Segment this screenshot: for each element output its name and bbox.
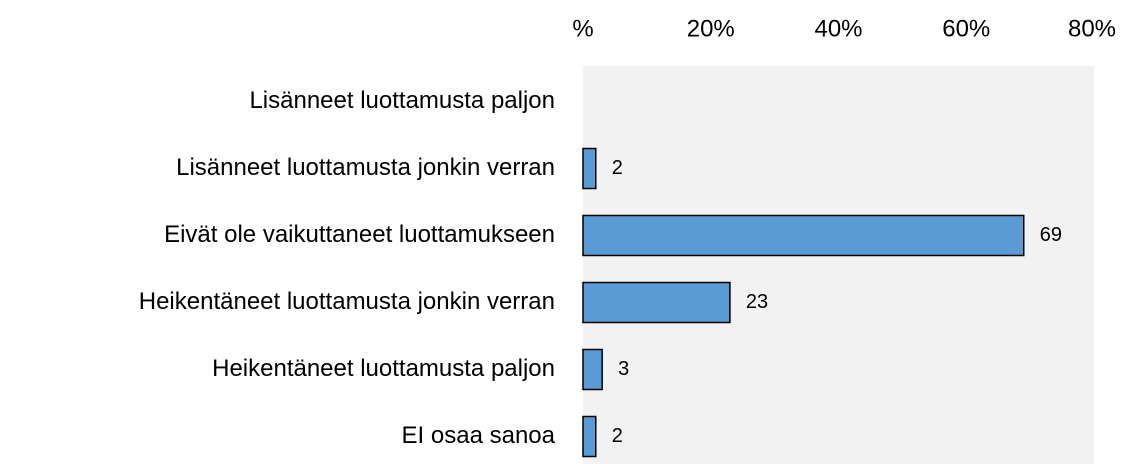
value-label: 23 — [746, 291, 768, 313]
y-tick-label: EI osaa sanoa — [402, 422, 556, 449]
y-tick-label: Heikentäneet luottamusta jonkin verran — [139, 288, 555, 315]
bar — [582, 147, 597, 190]
y-tick-label: Lisänneet luottamusta paljon — [249, 87, 555, 114]
bar — [582, 214, 1025, 257]
bar — [582, 348, 603, 391]
y-tick-label: Eivät ole vaikuttaneet luottamukseen — [164, 221, 555, 248]
value-label: 3 — [618, 358, 629, 380]
bar — [582, 281, 731, 324]
x-tick-label: 20% — [687, 15, 735, 42]
value-label: 2 — [612, 425, 623, 447]
y-tick-label: Lisänneet luottamusta jonkin verran — [176, 154, 555, 181]
x-tick-label: 60% — [942, 15, 990, 42]
value-label: 2 — [612, 157, 623, 179]
y-tick-label: Heikentäneet luottamusta paljon — [212, 355, 555, 382]
x-tick-label: % — [572, 15, 593, 42]
x-tick-label: 40% — [814, 15, 862, 42]
bar — [582, 415, 597, 458]
plot-area — [583, 66, 1094, 464]
x-tick-label: 80% — [1068, 15, 1116, 42]
value-label: 69 — [1040, 224, 1062, 246]
